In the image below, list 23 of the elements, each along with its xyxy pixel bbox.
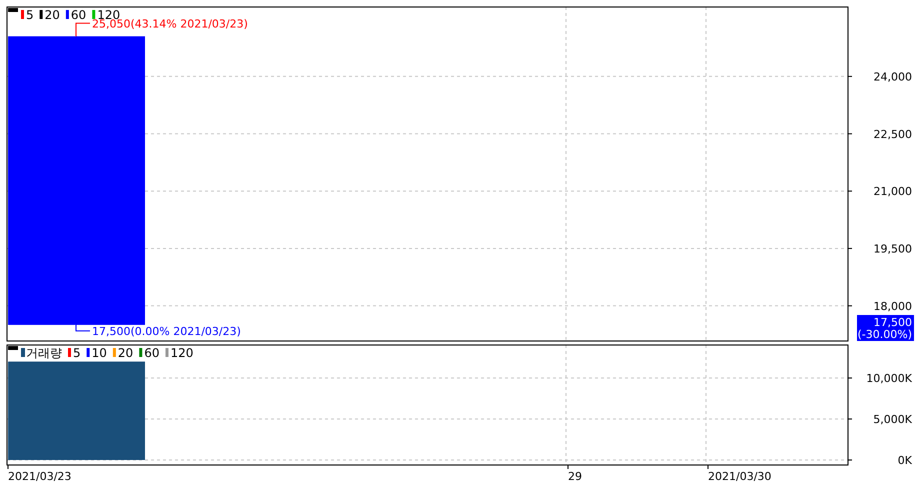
y-tick-label: 5,000K bbox=[873, 413, 913, 426]
y-tick-label: 18,000 bbox=[874, 300, 912, 313]
legend-label: 120 bbox=[170, 346, 194, 360]
y-tick-label: 24,000 bbox=[874, 70, 912, 84]
y-tick-label: 19,500 bbox=[874, 242, 912, 256]
legend-label: 20 bbox=[118, 346, 134, 360]
y-tick-label: 22,500 bbox=[874, 128, 912, 141]
x-tick-label: 2021/03/23 bbox=[8, 470, 72, 482]
legend-label: 60 bbox=[144, 346, 160, 360]
legend-label: 10 bbox=[92, 346, 107, 360]
y-tick-label: 21,000 bbox=[874, 185, 912, 198]
x-tick-label: 29 bbox=[568, 470, 582, 482]
legend-label: 60 bbox=[70, 8, 86, 22]
text: (-30.00%) bbox=[858, 328, 912, 341]
legend-label: 5 bbox=[26, 8, 34, 22]
text: 17,500 bbox=[874, 316, 912, 329]
y-tick-label: 0K bbox=[898, 454, 913, 467]
y-tick-label: 10,000K bbox=[866, 372, 913, 385]
legend-label: 5 bbox=[73, 346, 81, 360]
legend-label: 거래량 bbox=[26, 346, 62, 360]
x-tick-label: 2021/03/30 bbox=[708, 470, 772, 482]
legend-label: 20 bbox=[44, 8, 60, 22]
annotation: 17,500(0.00% 2021/03/23) bbox=[92, 324, 241, 338]
